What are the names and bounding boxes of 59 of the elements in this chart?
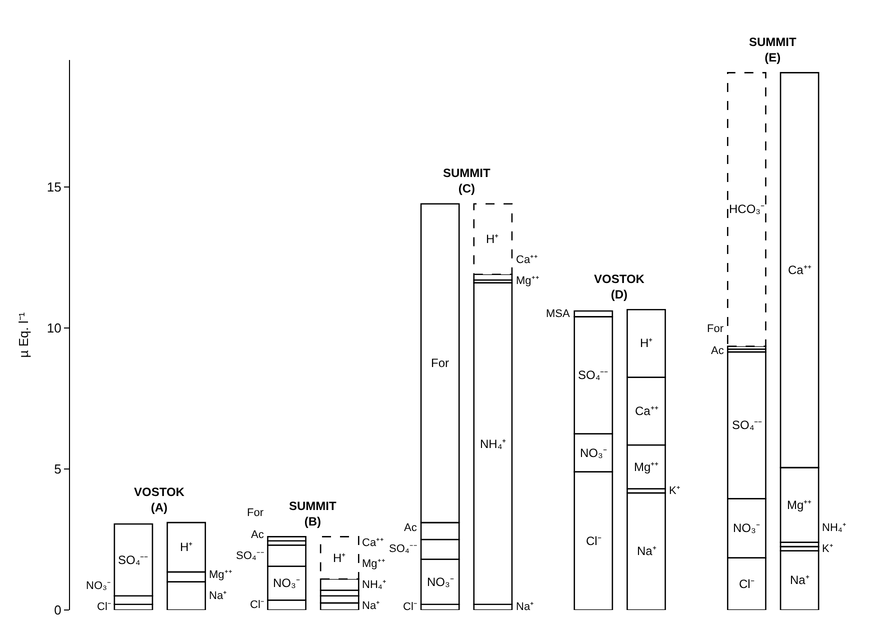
series-label: Cl⁻ xyxy=(97,601,112,613)
text: Ca⁺⁺ xyxy=(788,263,812,277)
text: SO₄⁻⁻ xyxy=(389,543,418,555)
annotation: SUMMIT (E) xyxy=(749,35,797,65)
text: Ac xyxy=(251,529,264,541)
text: NO₃⁻ xyxy=(733,521,760,535)
series-label: Ac xyxy=(711,345,724,357)
series-label: For xyxy=(431,356,450,370)
bar xyxy=(626,492,666,610)
text: Cl⁻ xyxy=(586,534,602,548)
text: Mg⁺⁺ xyxy=(516,275,540,287)
text: Cl⁻ xyxy=(403,601,418,613)
series-label: SO₄⁻⁻ xyxy=(236,550,264,562)
series-label: Ca⁺⁺ xyxy=(635,404,658,418)
annotation: SUMMIT (C) xyxy=(443,166,491,196)
annotation: VOSTOK (A) xyxy=(134,485,185,515)
text: H⁺ xyxy=(333,551,346,565)
text: SO₄⁻⁻ xyxy=(578,368,608,382)
text: Na⁺ xyxy=(790,573,810,587)
text: SO₄⁻⁻ xyxy=(118,553,148,567)
text: Ca⁺⁺ xyxy=(516,254,538,266)
text: Cl⁻ xyxy=(250,599,264,611)
series-label: K⁺ xyxy=(822,543,834,555)
series-label: Mg⁺⁺ xyxy=(209,569,232,581)
series-label: H⁺ xyxy=(640,336,653,350)
series-label: H⁺ xyxy=(486,232,499,246)
text: NO₃⁻ xyxy=(580,446,607,460)
annotation: SUMMIT (B) xyxy=(289,499,337,529)
text: Na⁺ xyxy=(516,601,534,613)
y-tick-label: 10 xyxy=(46,320,62,336)
y-tick-label: 5 xyxy=(54,462,62,477)
bar xyxy=(267,536,306,542)
text: NO₃⁻ xyxy=(273,576,300,590)
text: Na⁺ xyxy=(637,544,656,558)
series-label: NO₃⁻ xyxy=(86,580,111,592)
y-tick-label: 15 xyxy=(46,179,62,194)
text: Ac xyxy=(404,522,417,534)
bar xyxy=(780,550,820,610)
series-label: MSA xyxy=(546,308,570,320)
series-label: HCO₃⁻ xyxy=(729,202,765,216)
text: For xyxy=(707,323,724,335)
text: NH₄⁺ xyxy=(362,579,386,591)
y-tick-label: 0 xyxy=(54,602,62,618)
text: Cl⁻ xyxy=(739,577,754,591)
text: Na⁺ xyxy=(209,590,228,602)
annotation: VOSTOK (D) xyxy=(594,272,645,302)
series-label: Na⁺ xyxy=(362,600,380,612)
text: H⁺ xyxy=(180,540,193,554)
text: Mg⁺⁺ xyxy=(362,558,386,570)
text: SO₄⁻⁻ xyxy=(732,418,762,432)
text: NH₄⁺ xyxy=(822,522,846,534)
text: K⁺ xyxy=(669,485,680,497)
text: Ca⁺⁺ xyxy=(362,537,384,549)
text: Mg⁺⁺ xyxy=(634,460,659,474)
series-label: NH₄⁺ xyxy=(480,437,506,451)
text: NO₃⁻ xyxy=(427,575,454,589)
text: For xyxy=(247,507,264,519)
text: Mg⁺⁺ xyxy=(787,498,812,512)
y-axis-title: µ Eq. l⁻¹ xyxy=(16,312,31,358)
